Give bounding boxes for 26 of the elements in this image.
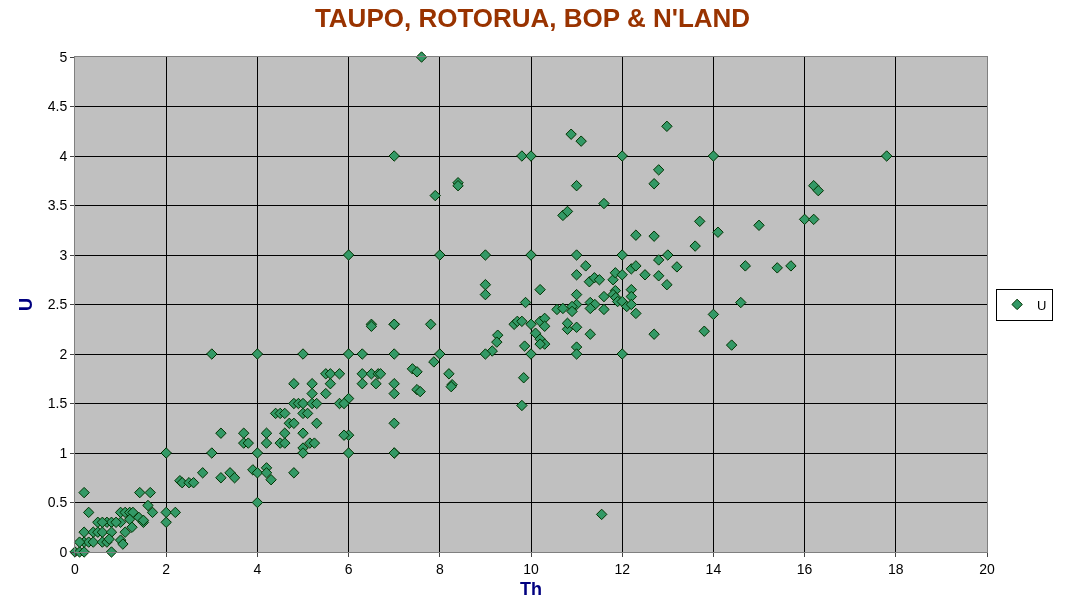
x-axis-title: Th [520,578,542,599]
y-tick-label: 1.5 [47,395,68,412]
y-axis-title: U [15,298,36,311]
y-tick-label: 0 [59,543,68,560]
x-tick-label: 12 [614,560,631,577]
x-tick-label: 18 [888,560,904,577]
legend-label: U [1037,297,1047,313]
y-tick-label: 2.5 [47,296,68,313]
y-tick-label: 4.5 [47,98,68,115]
x-tick-label: 20 [979,560,995,577]
x-tick-label: 16 [796,560,813,577]
x-tick-label: 2 [162,560,171,577]
y-tick-label: 3.5 [47,197,68,214]
x-tick-label: 6 [344,560,353,577]
y-tick-label: 3 [59,246,68,263]
y-tick-label: 4 [59,147,68,164]
y-tick-label: 1 [59,444,68,461]
y-tick-label: 0.5 [47,494,68,511]
chart-title: TAUPO, ROTORUA, BOP & N'LAND [314,3,751,34]
x-tick-label: 10 [523,560,539,577]
x-tick-label: 8 [435,560,444,577]
x-tick-label: 4 [253,560,262,577]
x-tick-label: 14 [705,560,722,577]
y-tick-label: 5 [59,48,68,65]
y-tick-label: 2 [59,345,68,362]
x-tick-label: 0 [71,560,80,577]
